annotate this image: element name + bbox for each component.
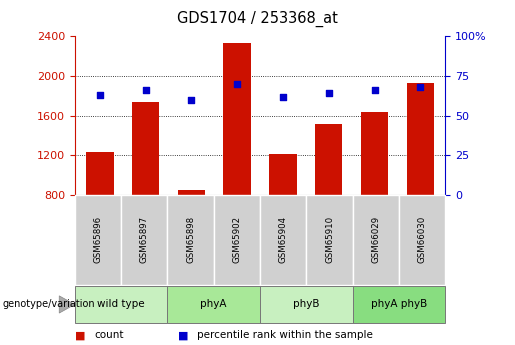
Text: phyA: phyA (200, 299, 227, 309)
Text: GSM65898: GSM65898 (186, 216, 195, 263)
Text: GSM65904: GSM65904 (279, 216, 288, 263)
Text: GDS1704 / 253368_at: GDS1704 / 253368_at (177, 10, 338, 27)
Point (233, 81, 242, 87)
Point (187, 97, 196, 102)
Point (96, 92, 104, 98)
Text: wild type: wild type (97, 299, 145, 309)
Text: ■: ■ (75, 331, 85, 340)
Text: percentile rank within the sample: percentile rank within the sample (197, 331, 373, 340)
Text: phyB: phyB (293, 299, 320, 309)
Bar (224, 43, 251, 195)
Text: GSM65897: GSM65897 (140, 216, 149, 263)
Text: GSM65910: GSM65910 (325, 216, 334, 263)
Point (370, 87, 379, 93)
Text: count: count (94, 331, 124, 340)
Text: GSM66029: GSM66029 (371, 216, 381, 263)
Bar (86, 152, 114, 195)
Bar (361, 112, 388, 195)
Point (324, 91, 333, 96)
Text: GSM65902: GSM65902 (232, 216, 242, 263)
Point (142, 87, 150, 93)
Text: phyA phyB: phyA phyB (371, 299, 427, 309)
Point (279, 94, 287, 99)
Bar (178, 190, 205, 195)
Bar (132, 102, 159, 195)
Point (416, 84, 424, 90)
Text: GSM65896: GSM65896 (93, 216, 102, 263)
Text: ■: ■ (178, 331, 188, 340)
Bar (315, 124, 342, 195)
Text: genotype/variation: genotype/variation (3, 299, 95, 309)
Bar (406, 83, 434, 195)
Bar (269, 154, 297, 195)
Text: GSM66030: GSM66030 (418, 216, 427, 263)
